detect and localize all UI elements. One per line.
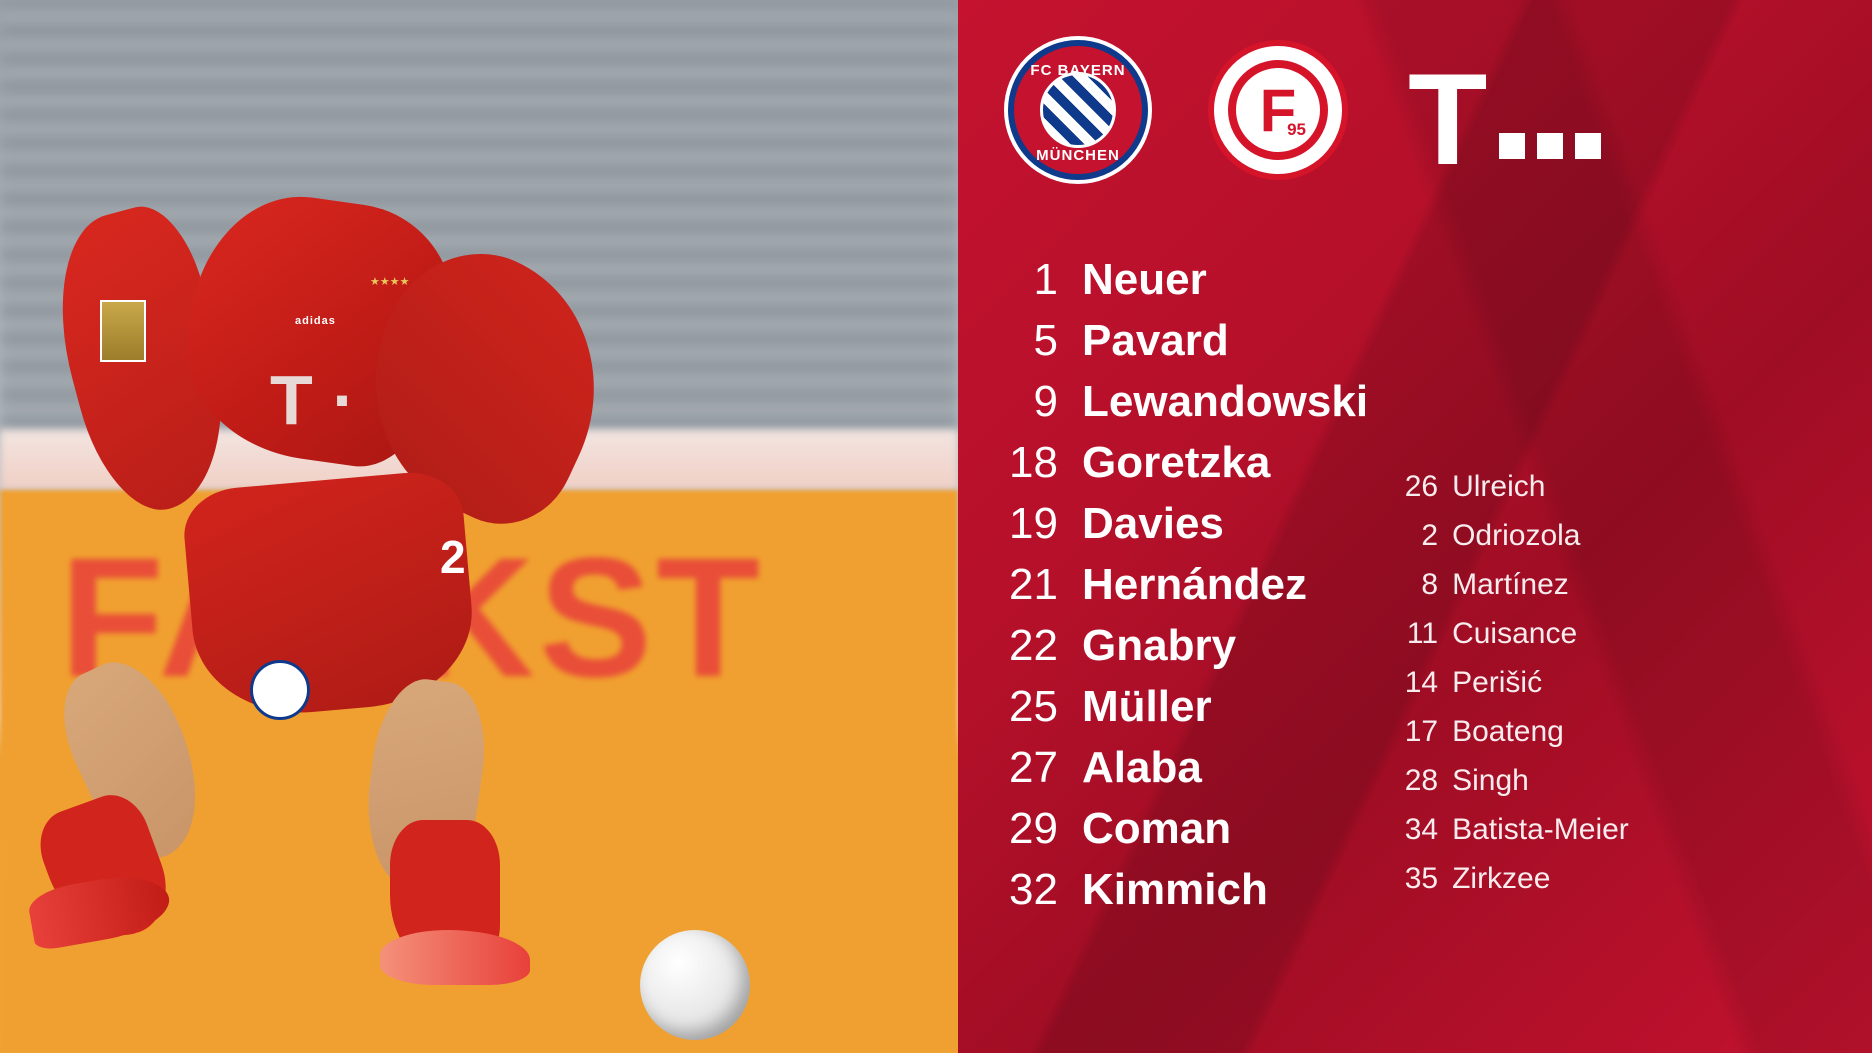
player-row: 14 Perišić [1404,666,1629,700]
player-row: 25 Müller [1008,682,1368,732]
player-figure: adidas ★★★★ T · 2 [40,60,660,880]
player-row: 11 Cuisance [1404,617,1629,651]
player-row: 34 Batista-Meier [1404,813,1629,847]
player-row: 1 Neuer [1008,255,1368,305]
player-row: 18 Goretzka [1008,438,1368,488]
club-logos-row: FC BAYERN MÜNCHEN F 95 T [958,0,1872,180]
bayern-shorts-crest [250,660,310,720]
player-row: 5 Pavard [1008,316,1368,366]
player-row: 17 Boateng [1404,715,1629,749]
bayern-squad-list: 1 Neuer 5 Pavard 9 Lewandowski 18 Goretz… [1008,255,1368,926]
soccer-ball [640,930,750,1040]
player-row: 22 Gnabry [1008,621,1368,671]
player-row: 2 Odriozola [1404,519,1629,553]
adidas-logo: adidas [295,315,335,335]
player-photo-panel: FACKST adidas ★★★★ T · 2 [0,0,958,1053]
telekom-sponsor-logo: T [1408,55,1601,165]
champion-stars-icon: ★★★★ [370,275,409,288]
player-row: 27 Alaba [1008,743,1368,793]
jersey-shorts-number: 2 [440,530,466,584]
match-info-panel: FC BAYERN MÜNCHEN F 95 T 1 N [958,0,1872,1053]
player-row: 9 Lewandowski [1008,377,1368,427]
bayern-munich-crest: FC BAYERN MÜNCHEN [1008,40,1148,180]
telekom-jersey-logo: T · [270,360,356,440]
player-row: 19 Davies [1008,499,1368,549]
screenshot-root: FACKST adidas ★★★★ T · 2 FC BAYERN [0,0,1872,1053]
player-row: 32 Kimmich [1008,865,1368,915]
player-row: 29 Coman [1008,804,1368,854]
player-row: 21 Hernández [1008,560,1368,610]
player-row: 8 Martínez [1404,568,1629,602]
bundesliga-sleeve-patch [100,300,146,362]
fortuna-squad-list: 26 Ulreich 2 Odriozola 8 Martínez 11 Cui… [1404,255,1629,926]
player-row: 26 Ulreich [1404,470,1629,504]
squad-lists-container: 1 Neuer 5 Pavard 9 Lewandowski 18 Goretz… [958,180,1872,926]
player-row: 35 Zirkzee [1404,862,1629,896]
player-row: 28 Singh [1404,764,1629,798]
fortuna-dusseldorf-crest: F 95 [1208,40,1348,180]
